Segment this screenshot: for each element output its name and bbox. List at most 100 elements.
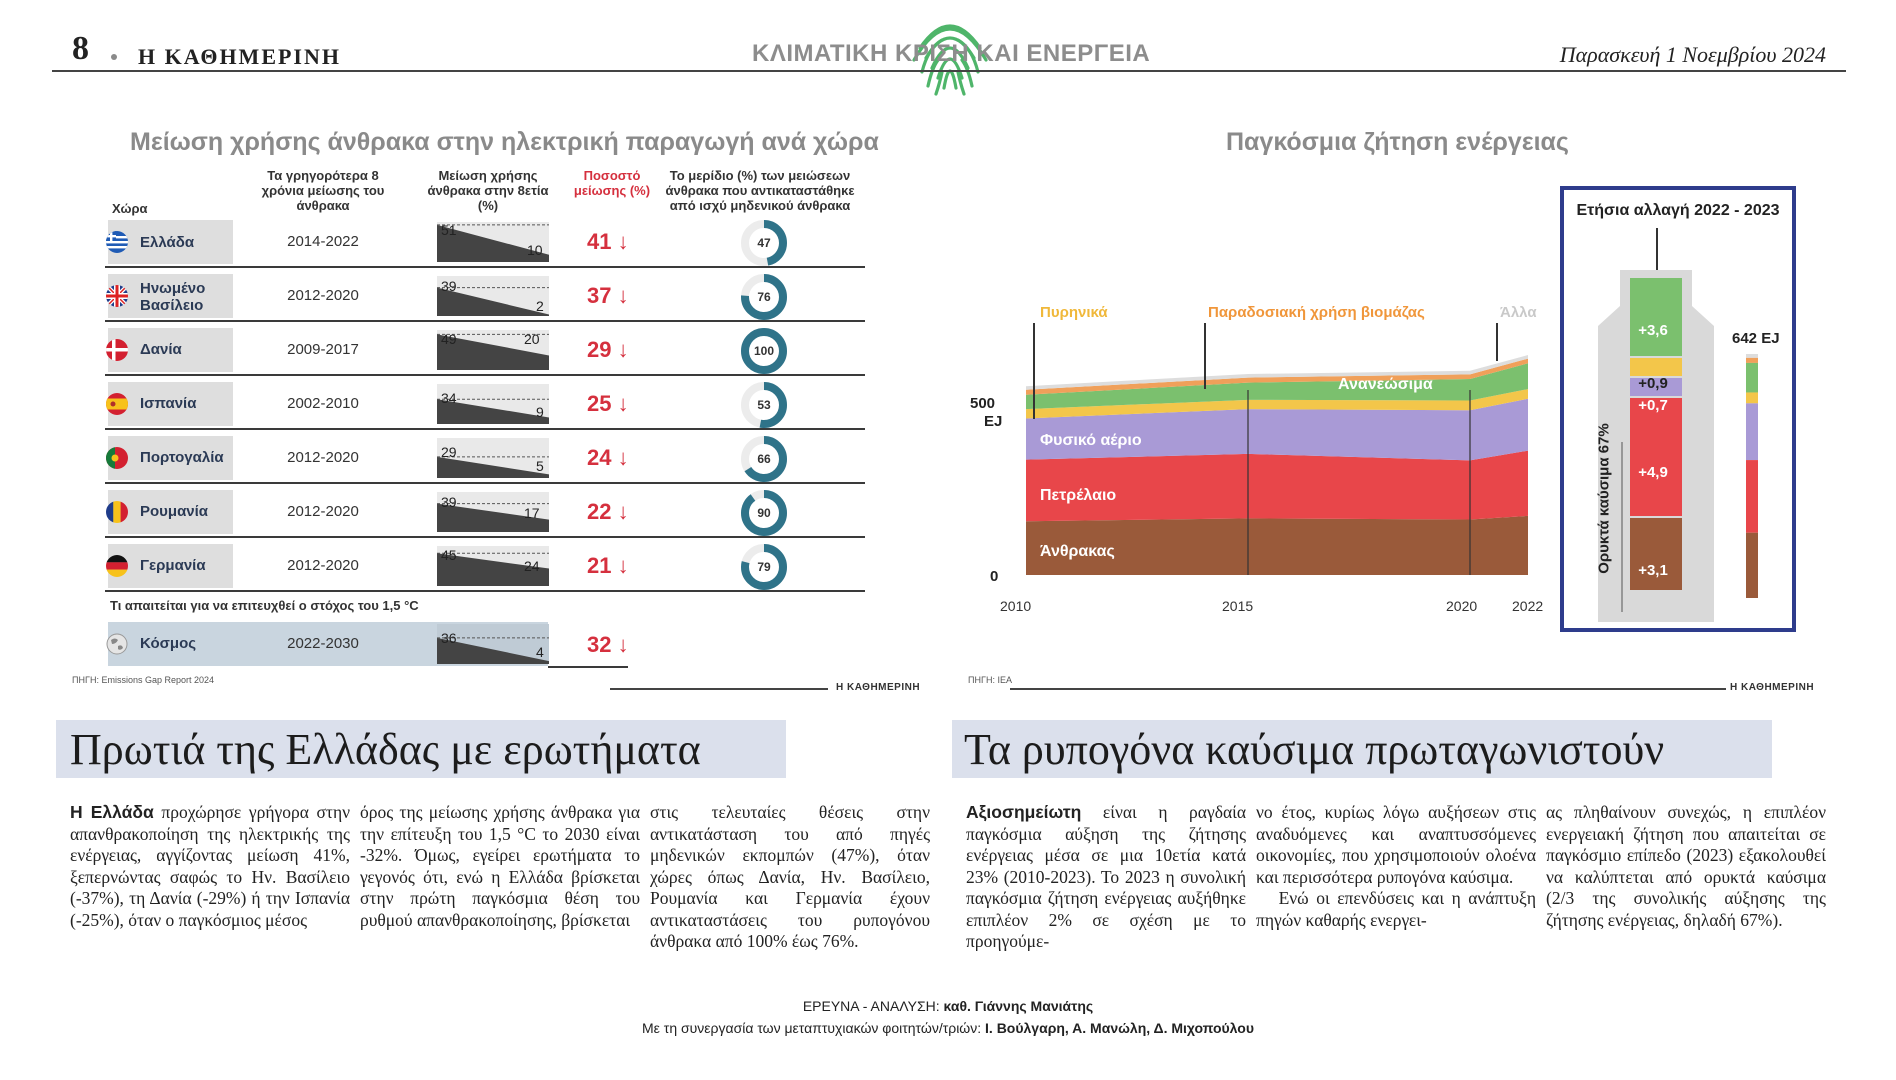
label-nuclear: Πυρηνικά (1040, 304, 1108, 321)
share-donut (739, 218, 789, 268)
bar-2023-segment (1746, 357, 1758, 363)
share-value: 53 (757, 398, 771, 412)
world-underline (548, 666, 628, 668)
romania-flag-icon (106, 501, 128, 523)
share-value: 90 (757, 506, 771, 520)
label-other: Άλλα (1500, 304, 1537, 321)
share-donut (739, 380, 789, 430)
globe-icon (106, 633, 128, 655)
world-sparkline (437, 624, 549, 664)
change-segment (1630, 358, 1682, 376)
reduction-sparkline (437, 222, 549, 262)
row-divider (105, 536, 865, 538)
right-chart-source: ΠΗΓΗ: IEA (968, 675, 1012, 685)
col-header-years: Τα γρηγορότερα 8 χρόνια μείωσης του άνθρ… (261, 168, 385, 213)
country-name: Ρουμανία (140, 503, 209, 520)
fossil-share-label: Ορυκτά καύσιμα 67% (1595, 423, 1613, 574)
label-renewables: Ανανεώσιμα (1338, 376, 1433, 393)
section-title: ΚΛΙΜΑΤΙΚΗ ΚΡΙΣΗ ΚΑΙ ΕΝΕΡΓΕΙΑ (752, 40, 1151, 67)
bar-2023-segment (1746, 354, 1758, 358)
reduction-end: 20 (524, 331, 540, 347)
change-segment (1630, 378, 1682, 396)
right-footer-rule (1010, 688, 1726, 690)
reduction-end: 17 (524, 505, 540, 521)
reduction-sparkline (437, 438, 549, 478)
percent-value: 22 ↓ (587, 499, 629, 524)
world-start: 36 (441, 630, 457, 646)
left-chart-source: ΠΗΓΗ: Emissions Gap Report 2024 (72, 675, 215, 685)
percent-value: 21 ↓ (587, 553, 629, 578)
down-arrow-icon: ↓ (617, 499, 629, 524)
share-value: 47 (757, 236, 771, 250)
reduction-sparkline (437, 276, 549, 316)
left-article-col3: στις τελευταίες θέσεις στην αντικατάστασ… (650, 802, 930, 951)
country-cell-bg (108, 220, 233, 264)
annual-change-stack (1598, 270, 1758, 622)
row-divider (105, 320, 865, 322)
left-article-col1: Η Ελλάδα προχώρησε γρήγορα στην απανθρακ… (70, 802, 351, 930)
years-cell: 2012-2020 (287, 449, 359, 466)
left-article-col2: όρος της μείωσης χρήσης άνθρακα για την … (360, 802, 640, 930)
change-segment (1630, 398, 1682, 516)
portugal-flag-icon (106, 447, 128, 469)
country-cell-bg (108, 544, 233, 588)
down-arrow-icon: ↓ (617, 337, 629, 362)
reduction-start: 45 (441, 547, 457, 563)
years-cell: 2002-2010 (287, 395, 359, 412)
newspaper-name: Η ΚΑΘΗΜΕΡΙΝΗ (138, 44, 341, 69)
share-value: 76 (757, 290, 771, 304)
left-chart-brand: Η ΚΑΘΗΜΕΡΙΝΗ (836, 682, 921, 693)
left-footer-rule (610, 688, 828, 690)
credits-line2: Με τη συνεργασία των μεταπτυχιακών φοιτη… (642, 1020, 1254, 1036)
area-series (1026, 363, 1528, 410)
country-name: Δανία (140, 341, 182, 358)
row-divider (105, 266, 865, 268)
annual-change-title: Ετήσια αλλαγή 2022 - 2023 (1576, 202, 1780, 219)
leader-line (1496, 323, 1498, 361)
years-cell: 2014-2022 (287, 233, 359, 250)
change-label: +3,6 (1638, 322, 1668, 339)
country-cell-bg (108, 490, 233, 534)
reduction-sparkline (437, 492, 549, 532)
country-cell-bg (108, 436, 233, 480)
country-cell-bg (108, 382, 233, 426)
left-headline: Πρωτιά της Ελλάδας με ερωτήματα (70, 725, 701, 774)
years-cell: 2012-2020 (287, 557, 359, 574)
y-tick-0: 0 (990, 568, 999, 585)
share-value: 79 (757, 560, 771, 574)
row-divider (105, 590, 865, 592)
area-series (1026, 358, 1528, 395)
x-tick-2010: 2010 (1000, 598, 1032, 614)
country-name: Πορτογαλία (140, 449, 224, 466)
x-tick-2022: 2022 (1512, 598, 1544, 614)
right-article-col1: Αξιοσημείωτη είναι η ραγδαία παγκόσμια α… (966, 802, 1246, 951)
percent-value: 41 ↓ (587, 229, 629, 254)
right-chart-brand: Η ΚΑΘΗΜΕΡΙΝΗ (1730, 682, 1815, 693)
germany-flag-icon (106, 555, 128, 577)
label-oil: Πετρέλαιο (1040, 487, 1117, 504)
area-series (1026, 515, 1528, 575)
reduction-end: 24 (524, 558, 540, 574)
reduction-start: 49 (441, 331, 457, 347)
share-donut (739, 326, 789, 376)
percent-value: 37 ↓ (587, 283, 629, 308)
years-cell: 2009-2017 (287, 341, 359, 358)
share-value: 66 (757, 452, 771, 466)
reduction-start: 51 (441, 222, 457, 238)
change-label: +0,9 (1638, 375, 1668, 392)
world-name: Κόσμος (140, 635, 197, 652)
world-years: 2022-2030 (287, 635, 359, 652)
change-segment (1630, 518, 1682, 590)
denmark-flag-icon (106, 339, 128, 361)
greece-flag-icon (106, 231, 128, 253)
col-header-share: Το μερίδιο (%) των μειώσεων άνθρακα που … (665, 168, 855, 213)
col-header-reduction: Μείωση χρήσης άνθρακα στην 8ετία (%) (427, 168, 549, 213)
bar-2023-segment (1746, 532, 1758, 598)
years-cell: 2012-2020 (287, 287, 359, 304)
reduction-sparkline (437, 330, 549, 370)
years-cell: 2012-2020 (287, 503, 359, 520)
country-cell-bg (108, 274, 233, 318)
spain-flag-icon (106, 393, 128, 415)
country-name: Ηνωμένο Βασίλειο (140, 280, 206, 314)
bar-2023-segment (1746, 460, 1758, 533)
